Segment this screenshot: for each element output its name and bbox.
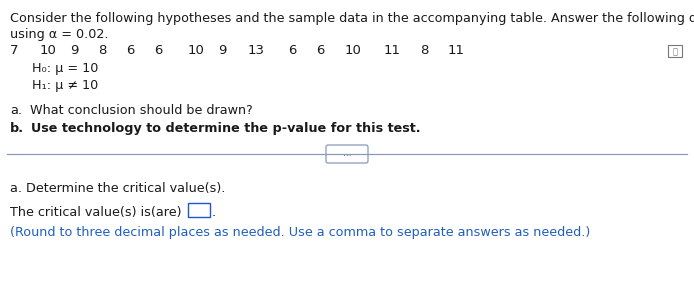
Text: H₁: μ ≠ 10: H₁: μ ≠ 10 [32, 79, 99, 92]
Text: 6: 6 [154, 44, 162, 57]
Text: a.: a. [10, 104, 22, 117]
Text: .: . [212, 206, 216, 219]
Bar [188, 203, 210, 217]
Text: ...: ... [343, 149, 351, 159]
Text: Use technology to determine the p-value for this test.: Use technology to determine the p-value … [22, 122, 421, 135]
Text: Consider the following hypotheses and the sample data in the accompanying table.: Consider the following hypotheses and th… [10, 12, 694, 25]
Text: 10: 10 [40, 44, 57, 57]
Text: ⎘: ⎘ [672, 48, 677, 56]
Text: The critical value(s) is(are): The critical value(s) is(are) [10, 206, 182, 219]
Text: 6: 6 [316, 44, 324, 57]
Bar [668, 45, 682, 57]
Text: 9: 9 [70, 44, 78, 57]
FancyBboxPatch shape [326, 145, 368, 163]
Text: a. Determine the critical value(s).: a. Determine the critical value(s). [10, 182, 226, 195]
Text: 13: 13 [248, 44, 265, 57]
Text: 10: 10 [345, 44, 362, 57]
Text: 7: 7 [10, 44, 19, 57]
Text: 6: 6 [288, 44, 296, 57]
Text: 8: 8 [420, 44, 428, 57]
Text: What conclusion should be drawn?: What conclusion should be drawn? [22, 104, 253, 117]
Text: b.: b. [10, 122, 24, 135]
Text: 10: 10 [188, 44, 205, 57]
Text: 6: 6 [126, 44, 135, 57]
Text: 9: 9 [218, 44, 226, 57]
Text: using α = 0.02.: using α = 0.02. [10, 28, 108, 41]
Text: 11: 11 [448, 44, 465, 57]
Text: 11: 11 [384, 44, 401, 57]
Text: 8: 8 [98, 44, 106, 57]
Text: H₀: μ = 10: H₀: μ = 10 [32, 62, 99, 75]
Text: (Round to three decimal places as needed. Use a comma to separate answers as nee: (Round to three decimal places as needed… [10, 226, 591, 239]
